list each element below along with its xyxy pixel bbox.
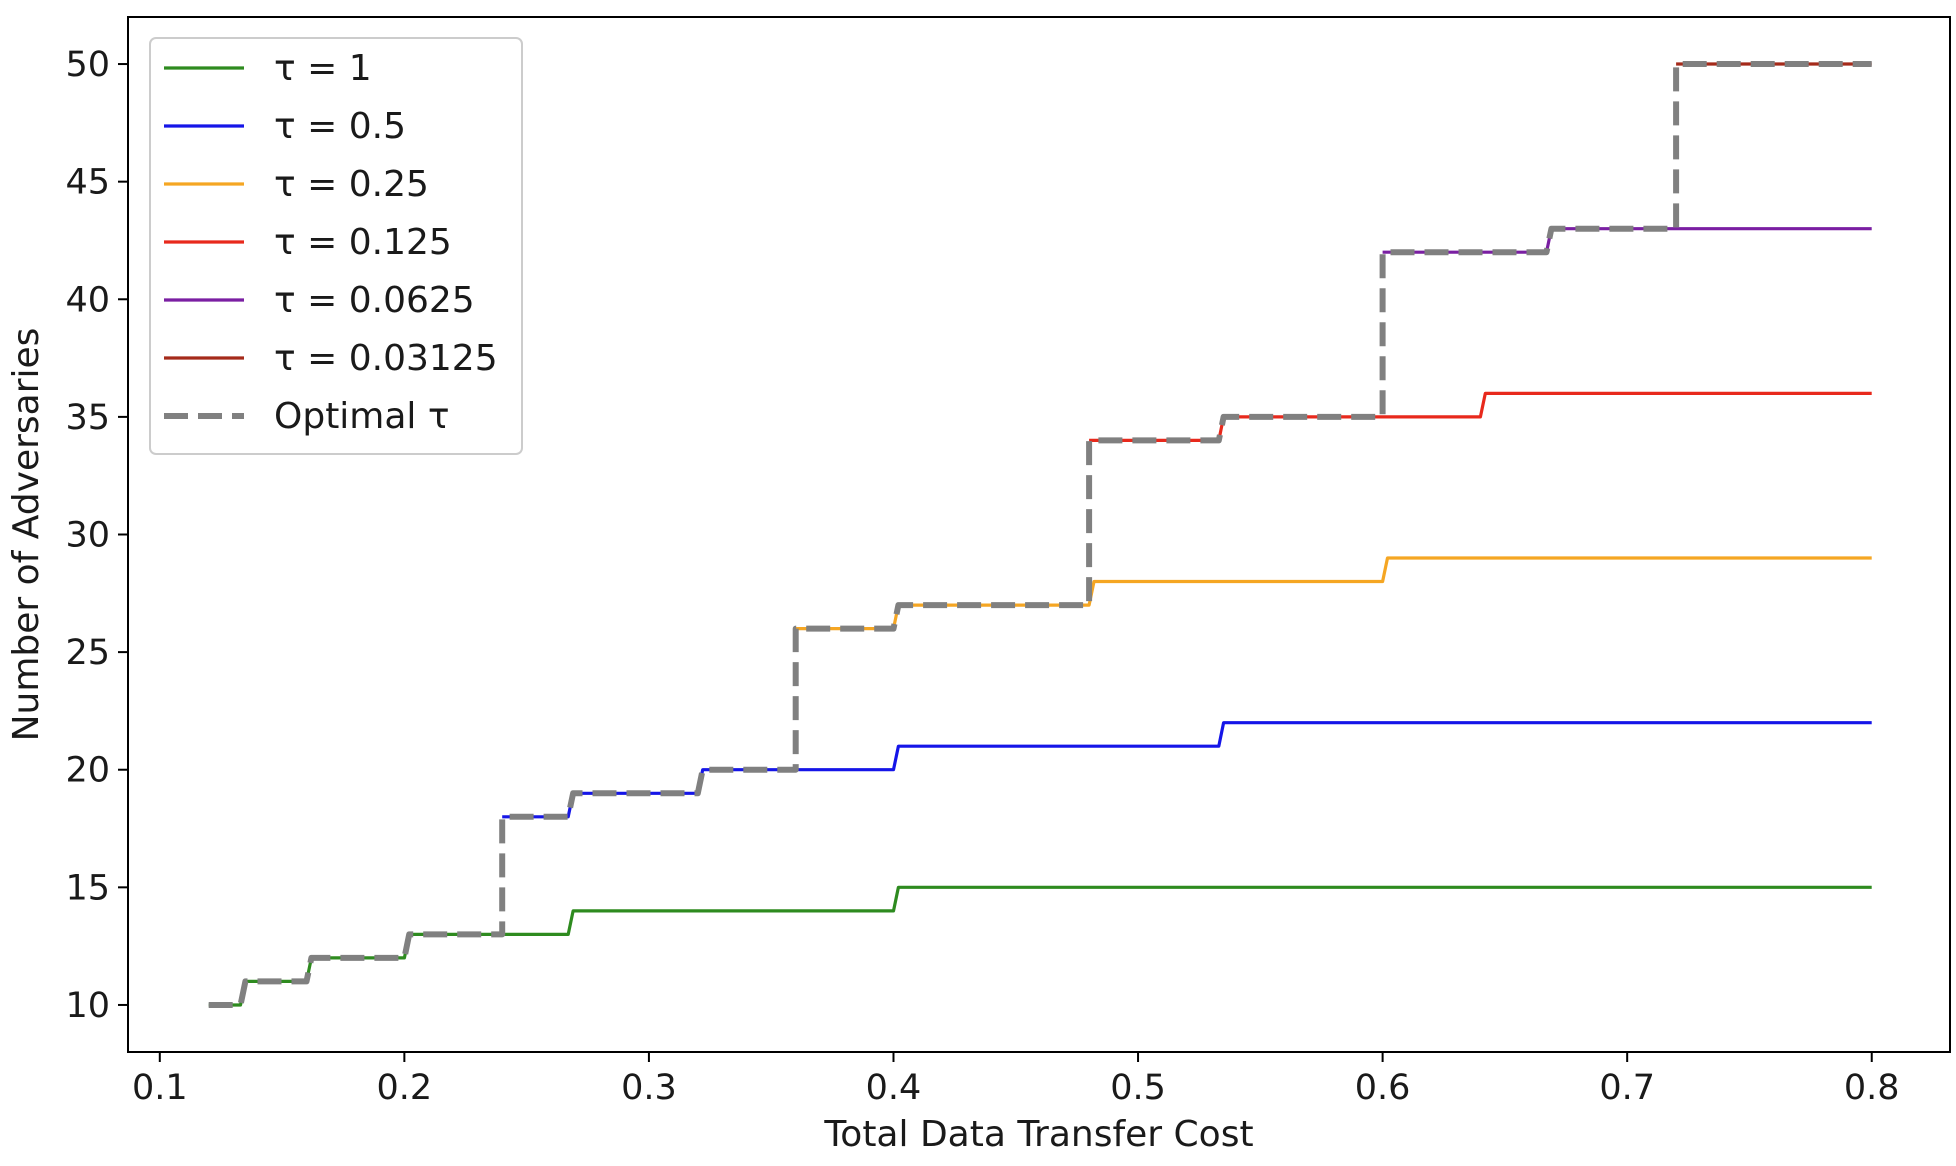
series-layer — [208, 61, 1872, 1008]
series-line-6 — [208, 61, 1872, 1008]
y-tick-label: 10 — [65, 986, 110, 1026]
x-tick-label: 0.5 — [1110, 1068, 1166, 1108]
legend-label: τ = 0.0625 — [274, 280, 475, 321]
legend-label: τ = 0.5 — [274, 106, 406, 147]
y-tick-label: 45 — [65, 163, 110, 203]
y-tick-label: 15 — [65, 868, 110, 908]
y-tick-label: 20 — [65, 751, 110, 791]
y-axis: 10 15 20 25 30 35 40 45 50 — [65, 45, 128, 1026]
legend-label: τ = 1 — [274, 48, 372, 89]
legend-label: τ = 0.125 — [274, 222, 452, 263]
legend-label: τ = 0.03125 — [274, 338, 498, 379]
x-tick-label: 0.3 — [621, 1068, 677, 1108]
legend-label: τ = 0.25 — [274, 164, 429, 205]
legend-label: Optimal τ — [274, 396, 450, 437]
y-tick-label: 30 — [65, 516, 110, 556]
legend-box — [149, 37, 523, 455]
x-tick-label: 0.6 — [1355, 1068, 1411, 1108]
y-tick-label: 40 — [65, 280, 110, 320]
x-tick-label: 0.7 — [1599, 1068, 1655, 1108]
x-tick-label: 0.4 — [866, 1068, 922, 1108]
x-tick-label: 0.8 — [1844, 1068, 1900, 1108]
x-axis-label: Total Data Transfer Cost — [823, 1114, 1253, 1155]
legend: τ = 1 τ = 0.5 τ = 0.25 τ = 0.125 τ = 0.0625 τ… — [149, 37, 523, 455]
y-axis-label: Number of Adversaries — [6, 328, 47, 742]
y-tick-label: 35 — [65, 398, 110, 438]
x-tick-label: 0.1 — [132, 1068, 188, 1108]
x-axis: 0.1 0.2 0.3 0.4 0.5 0.6 0.7 0.8 — [132, 1052, 1900, 1108]
y-tick-label: 25 — [65, 633, 110, 673]
y-tick-label: 50 — [65, 45, 110, 85]
x-tick-label: 0.2 — [377, 1068, 433, 1108]
